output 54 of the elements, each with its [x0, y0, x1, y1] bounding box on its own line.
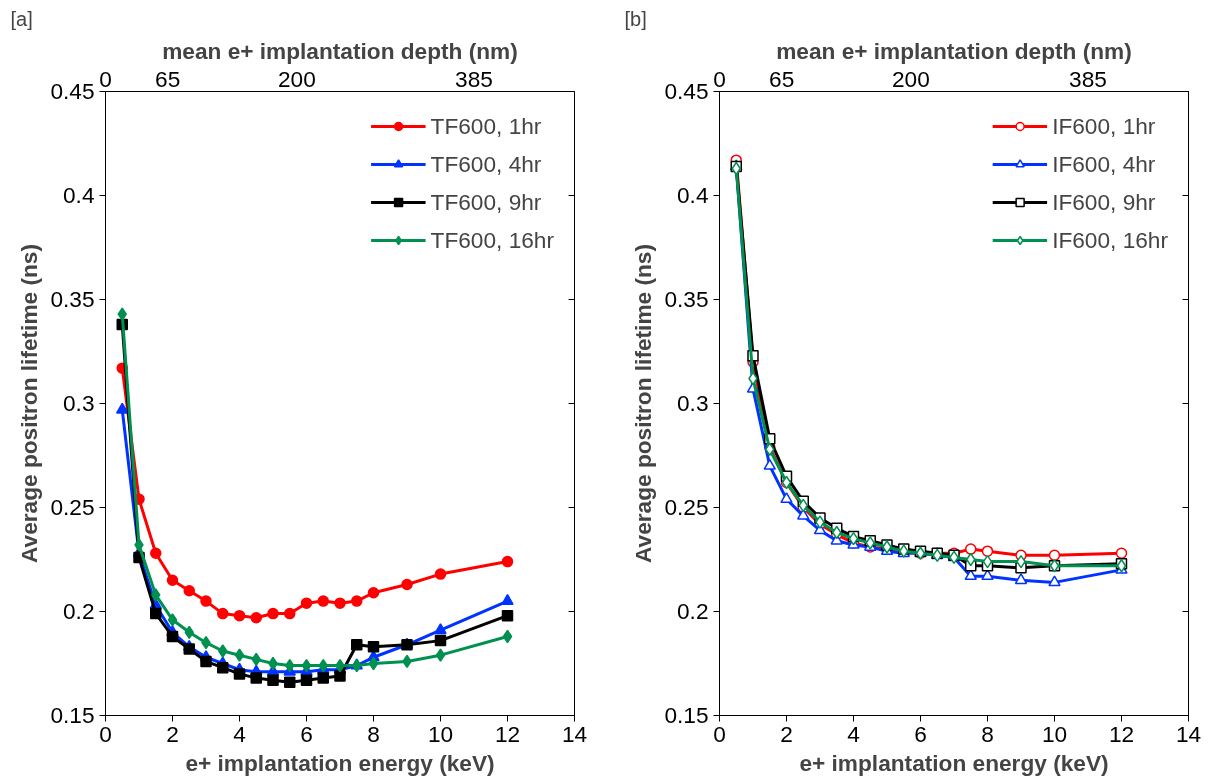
y-tick-label: 0.4 — [677, 182, 709, 208]
x2-tick-label: 200 — [892, 65, 930, 92]
y-tick-label: 0.2 — [63, 598, 95, 624]
y-axis-title: Average positron lifetime (ns) — [16, 244, 43, 563]
x-tick-label: 10 — [427, 720, 454, 747]
x2-tick-label: 200 — [278, 65, 316, 92]
y-tick-label: 0.25 — [664, 494, 709, 520]
x-axis-title: e+ implantation energy (keV) — [799, 749, 1109, 776]
legend-label: TF600, 4hr — [430, 149, 542, 179]
y-tick-label: 0.45 — [50, 78, 95, 104]
x-tick-label: 0 — [99, 720, 112, 747]
x-tick-label: 0 — [713, 720, 726, 747]
legend-label: IF600, 1hr — [1052, 111, 1156, 141]
y-tick-label: 0.2 — [677, 598, 709, 624]
x-tick-label: 6 — [914, 720, 927, 747]
x-tick-label: 8 — [367, 720, 380, 747]
legend-label: IF600, 9hr — [1052, 187, 1156, 217]
legend-label: IF600, 16hr — [1052, 225, 1168, 255]
legend-label: TF600, 9hr — [430, 187, 542, 217]
x2-axis-title: mean e+ implantation depth (nm) — [162, 37, 518, 64]
x2-tick-label: 385 — [455, 65, 493, 92]
y-tick-label: 0.15 — [50, 702, 95, 728]
legend-label: TF600, 1hr — [430, 111, 542, 141]
x2-axis-title: mean e+ implantation depth (nm) — [776, 37, 1132, 64]
x-tick-label: 12 — [494, 720, 521, 747]
y-tick-label: 0.4 — [63, 182, 95, 208]
x-tick-label: 2 — [166, 720, 179, 747]
x-tick-label: 14 — [1175, 720, 1202, 747]
x2-tick-label: 65 — [769, 65, 795, 92]
y-tick-label: 0.45 — [664, 78, 709, 104]
x-tick-label: 2 — [780, 720, 793, 747]
x2-tick-label: 0 — [713, 65, 726, 92]
chart-title: [a] — [10, 7, 33, 30]
y-tick-label: 0.3 — [63, 390, 95, 416]
x-tick-label: 4 — [847, 720, 860, 747]
x-tick-label: 12 — [1108, 720, 1135, 747]
x2-tick-label: 385 — [1069, 65, 1107, 92]
x-tick-label: 6 — [300, 720, 313, 747]
legend-label: IF600, 4hr — [1052, 149, 1156, 179]
x2-tick-label: 65 — [155, 65, 181, 92]
x-tick-label: 10 — [1041, 720, 1068, 747]
x-tick-label: 14 — [561, 720, 588, 747]
legend-label: TF600, 16hr — [430, 225, 554, 255]
y-tick-label: 0.3 — [677, 390, 709, 416]
x2-tick-label: 0 — [99, 65, 112, 92]
x-axis-title: e+ implantation energy (keV) — [185, 749, 495, 776]
y-tick-label: 0.15 — [664, 702, 709, 728]
y-tick-label: 0.35 — [664, 286, 709, 312]
y-axis-title: Average positron lifetime (ns) — [630, 244, 657, 563]
y-tick-label: 0.35 — [50, 286, 95, 312]
y-tick-label: 0.25 — [50, 494, 95, 520]
x-tick-label: 4 — [233, 720, 246, 747]
chart-title: [b] — [624, 7, 647, 30]
x-tick-label: 8 — [981, 720, 994, 747]
